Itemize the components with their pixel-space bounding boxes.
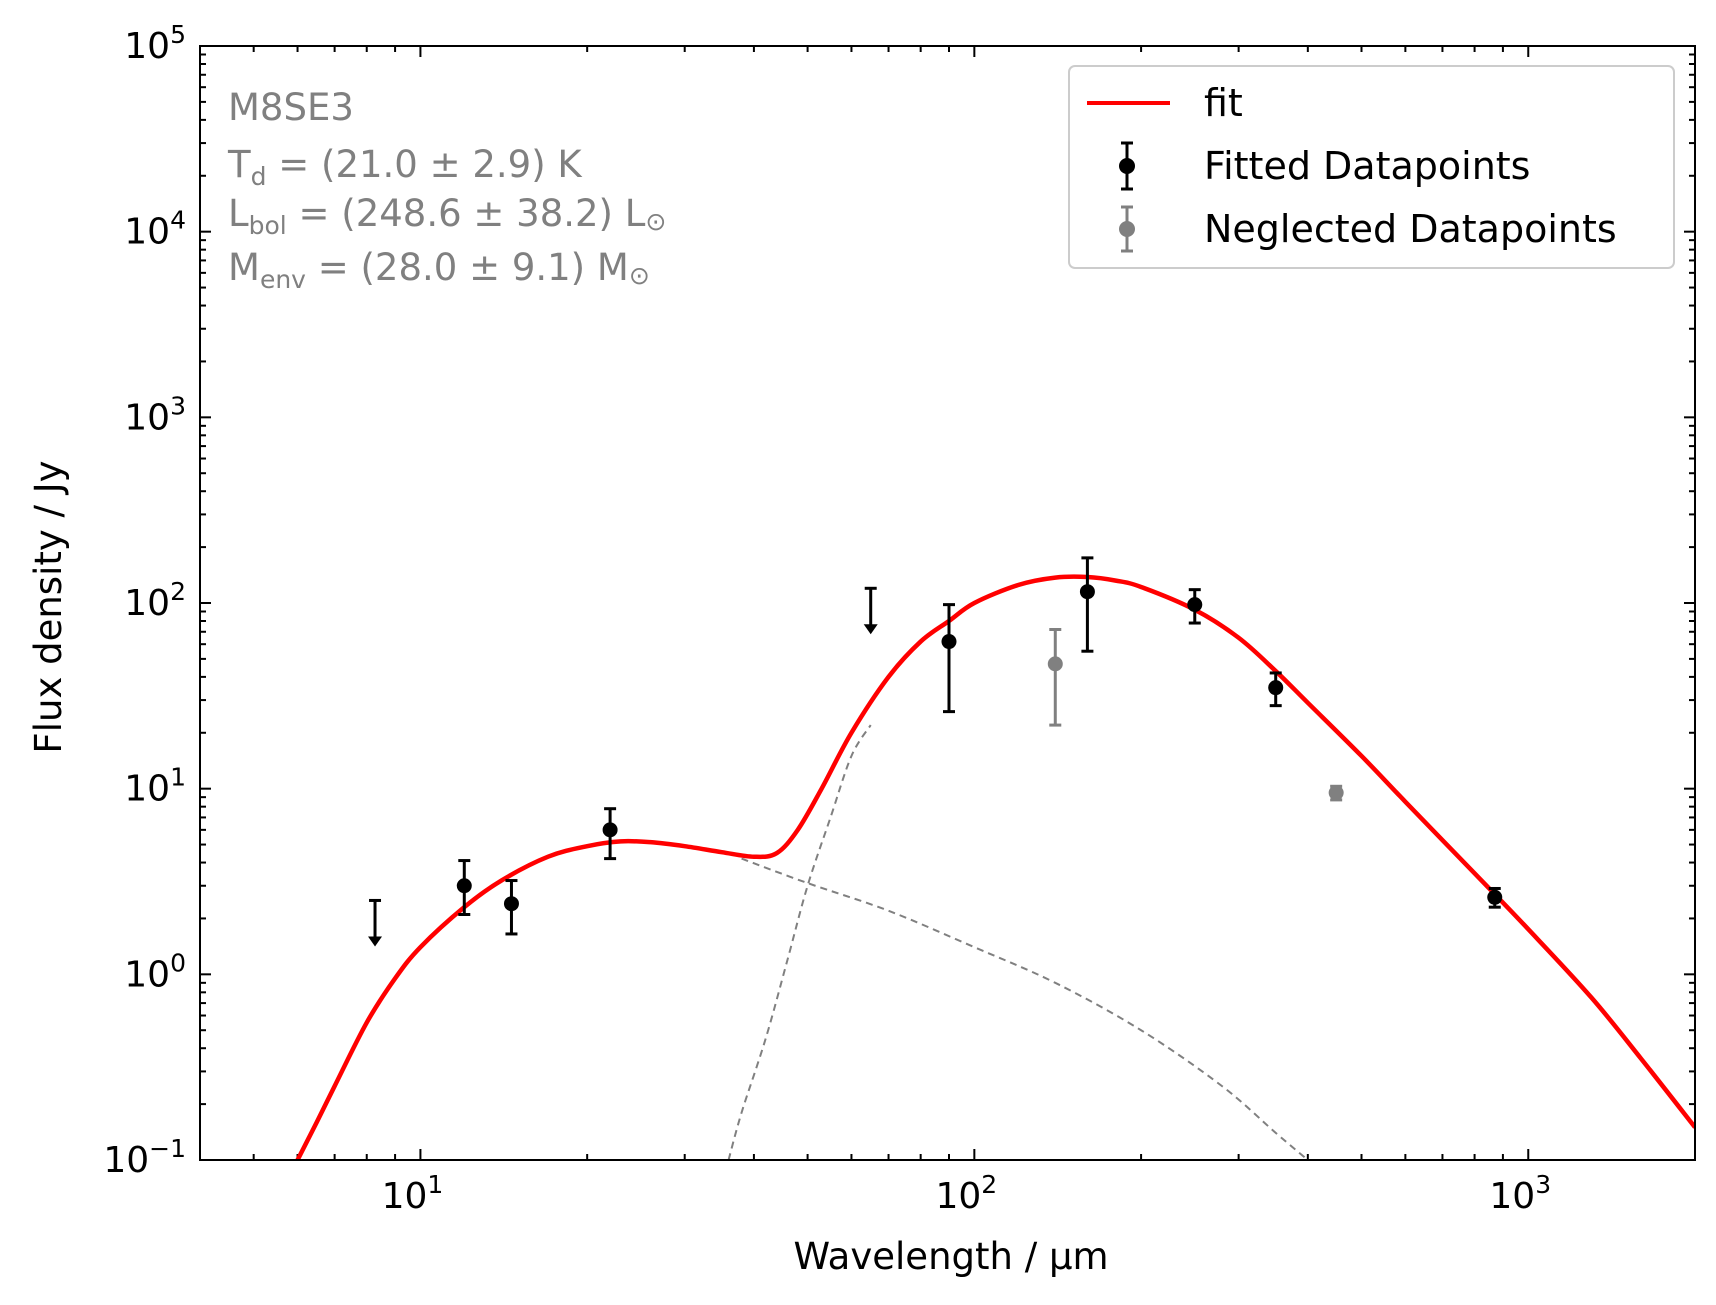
- bolometric-luminosity: Lbol = (248.6 ± 38.2) L⊙: [228, 192, 666, 240]
- component-curve: [741, 857, 1309, 1160]
- source-name: M8SE3: [228, 86, 354, 129]
- plot-frame: [199, 45, 1696, 1161]
- y-tick-label: 100: [124, 948, 186, 995]
- x-axis-label: Wavelength / μm: [793, 1235, 1108, 1278]
- fitted-datapoint: [1268, 680, 1284, 696]
- fitted-datapoint: [602, 822, 618, 838]
- tick-labels: 101 102 103 10−1 100 101 102 103 104 105: [103, 20, 1551, 1217]
- y-axis-label: Flux density / Jy: [27, 460, 70, 753]
- legend-neglected-marker: [1119, 221, 1135, 237]
- neglected-datapoint: [1047, 656, 1063, 672]
- y-tick-label: 10−1: [103, 1134, 186, 1181]
- y-tick-label: 104: [124, 206, 186, 253]
- dust-temperature: Td = (21.0 ± 2.9) K: [227, 143, 583, 191]
- legend-fitted-label: Fitted Datapoints: [1204, 144, 1530, 188]
- x-tick-label: 101: [382, 1170, 444, 1217]
- legend-neglected-label: Neglected Datapoints: [1204, 207, 1617, 251]
- plot-curves: [295, 574, 1695, 1160]
- component-curve: [727, 724, 872, 1160]
- y-tick-label: 102: [124, 577, 186, 624]
- upper-limit-arrow-icon: [863, 624, 878, 635]
- y-tick-label: 101: [124, 763, 186, 810]
- fitted-datapoint: [1187, 597, 1203, 613]
- legend-fit-label: fit: [1204, 81, 1243, 125]
- fit-curve: [295, 574, 1695, 1160]
- neglected-datapoint: [1328, 785, 1344, 801]
- fitted-datapoint: [456, 878, 472, 894]
- fitted-datapoint: [503, 896, 519, 912]
- data-points: [368, 556, 1503, 947]
- fit-annotation: M8SE3 Td = (21.0 ± 2.9) K Lbol = (248.6 …: [227, 86, 666, 294]
- x-tick-label: 103: [1489, 1170, 1551, 1217]
- fitted-datapoint: [1079, 584, 1095, 600]
- legend-box: [1068, 65, 1675, 269]
- fitted-datapoint: [1487, 889, 1503, 905]
- upper-limit-arrow-icon: [368, 936, 383, 947]
- fitted-datapoint: [941, 634, 957, 650]
- y-tick-label: 103: [124, 391, 186, 438]
- legend-fitted-marker: [1119, 158, 1135, 174]
- x-tick-label: 102: [935, 1170, 997, 1217]
- y-tick-label: 105: [124, 20, 186, 67]
- envelope-mass: Menv = (28.0 ± 9.1) M⊙: [228, 246, 650, 294]
- legend: fit Fitted Datapoints Neglected Datapoin…: [1068, 65, 1675, 269]
